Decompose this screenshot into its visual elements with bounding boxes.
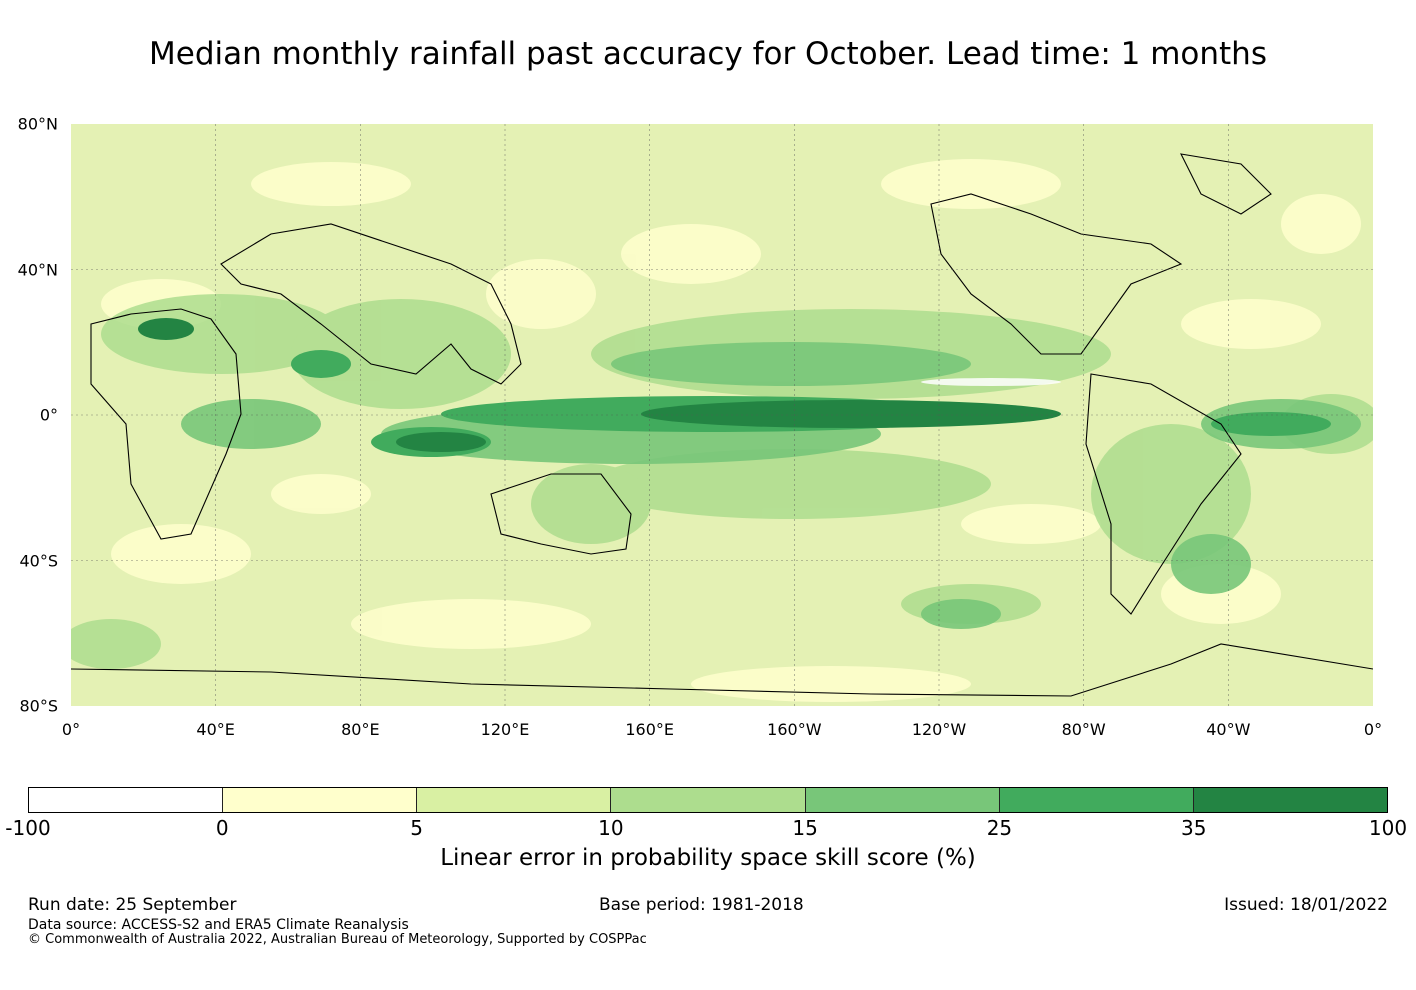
colorbar-segment	[223, 788, 418, 812]
colorbar-label: Linear error in probability space skill …	[440, 845, 976, 871]
skill-score-map	[71, 124, 1373, 706]
lon-label: 120°W	[911, 720, 967, 739]
negative-skill-strip	[921, 378, 1061, 386]
map-canvas	[71, 124, 1373, 706]
colorbar-tick: 15	[792, 816, 818, 840]
data-source: Data source: ACCESS-S2 and ERA5 Climate …	[28, 917, 409, 933]
colorbar-tick: 35	[1180, 816, 1207, 840]
lat-label: 40°N	[17, 260, 58, 279]
lon-label: 0°	[61, 720, 81, 739]
base-period: Base period: 1981-2018	[599, 895, 804, 915]
colorbar	[28, 787, 1388, 813]
copyright: © Commonwealth of Australia 2022, Austra…	[28, 932, 647, 947]
moderate-skill-bands	[71, 294, 1373, 669]
run-date: Run date: 25 September	[28, 895, 237, 915]
colorbar-tick: -100	[5, 816, 51, 840]
lon-label: 120°E	[480, 720, 530, 739]
lon-label: 0°	[1363, 720, 1383, 739]
colorbar-tick: 0	[215, 816, 229, 840]
colorbar-tick: 25	[986, 816, 1013, 840]
lon-label: 160°W	[767, 720, 822, 739]
lat-label: 0°	[39, 405, 58, 425]
colorbar-segment	[805, 788, 1000, 812]
lon-label: 80°E	[341, 720, 380, 739]
lat-label: 80°N	[17, 114, 58, 134]
issued-date: Issued: 18/01/2022	[1224, 895, 1388, 915]
graticule	[71, 124, 1373, 706]
colorbar-segment	[1193, 788, 1387, 812]
lon-label: 160°E	[625, 720, 674, 739]
colorbar-tick: 10	[598, 816, 624, 840]
lat-label: 40°S	[19, 551, 58, 570]
chart-title: Median monthly rainfall past accuracy fo…	[149, 36, 1267, 72]
colorbar-segment	[29, 788, 224, 812]
coastlines	[71, 153, 1373, 697]
colorbar-tick: 100	[1368, 816, 1408, 840]
lon-label: 40°W	[1206, 720, 1251, 739]
colorbar-segment	[417, 788, 612, 812]
colorbar-segment	[999, 788, 1194, 812]
lon-label: 80°W	[1061, 720, 1106, 739]
colorbar-tick: 5	[410, 816, 423, 840]
lon-label: 40°E	[196, 720, 235, 739]
very-high-skill-bands	[138, 318, 1061, 452]
lat-label: 80°S	[19, 696, 58, 716]
colorbar-segment	[611, 788, 806, 812]
